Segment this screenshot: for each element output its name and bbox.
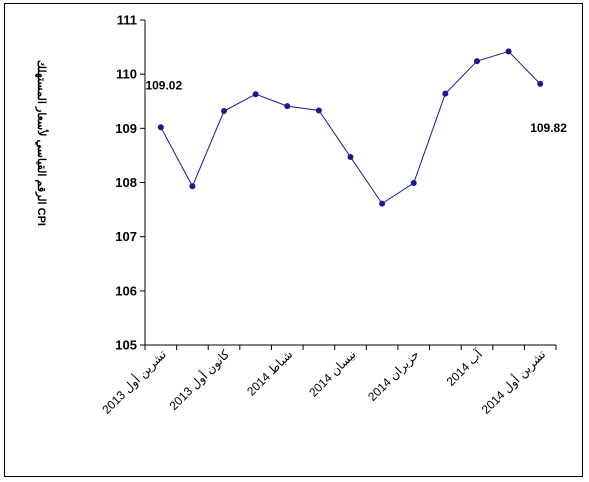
y-tick-label: 109 bbox=[115, 121, 137, 136]
data-point bbox=[221, 108, 228, 114]
y-axis-label: الرقم القياسي لأسعار المستهلك CPI bbox=[34, 60, 49, 226]
y-tick-label: 111 bbox=[117, 13, 137, 28]
y-axis-ticks: 105 106 107 108 109 110 111 bbox=[115, 13, 145, 353]
data-point bbox=[379, 200, 386, 207]
x-tick-label: كانون أول 2013 bbox=[166, 346, 233, 413]
x-tick-label: حزيران 2014 bbox=[365, 347, 422, 404]
x-tick-label: شباط 2014 bbox=[244, 347, 295, 398]
x-tick-label: نيسان 2014 bbox=[306, 347, 358, 399]
data-label: 109.02 bbox=[145, 78, 182, 92]
data-label: 109.82 bbox=[530, 121, 567, 135]
data-point bbox=[505, 48, 512, 55]
data-point bbox=[315, 107, 322, 114]
x-tick-label: آب 2014 bbox=[443, 346, 486, 389]
data-point bbox=[252, 91, 259, 98]
axes bbox=[144, 20, 556, 346]
data-point bbox=[347, 154, 354, 161]
data-point bbox=[473, 58, 480, 65]
y-tick-label: 108 bbox=[115, 175, 137, 190]
data-point bbox=[157, 124, 164, 131]
data-point bbox=[442, 90, 449, 97]
data-point bbox=[189, 183, 196, 190]
data-point bbox=[284, 103, 291, 110]
data-labels: 109.02 109.82 bbox=[145, 78, 567, 135]
chart-frame bbox=[4, 3, 583, 477]
series-line bbox=[160, 50, 541, 205]
y-tick-label: 106 bbox=[115, 283, 137, 298]
x-tick-label: تشرين أول 2013 bbox=[99, 347, 169, 417]
data-point bbox=[537, 80, 544, 87]
y-tick-label: 110 bbox=[116, 67, 137, 82]
series-group bbox=[157, 48, 544, 207]
y-tick-label: 107 bbox=[115, 229, 137, 244]
y-tick-label: 105 bbox=[115, 338, 137, 353]
x-tick-label: تشرين أول 2014 bbox=[478, 347, 548, 417]
data-point bbox=[410, 180, 417, 187]
